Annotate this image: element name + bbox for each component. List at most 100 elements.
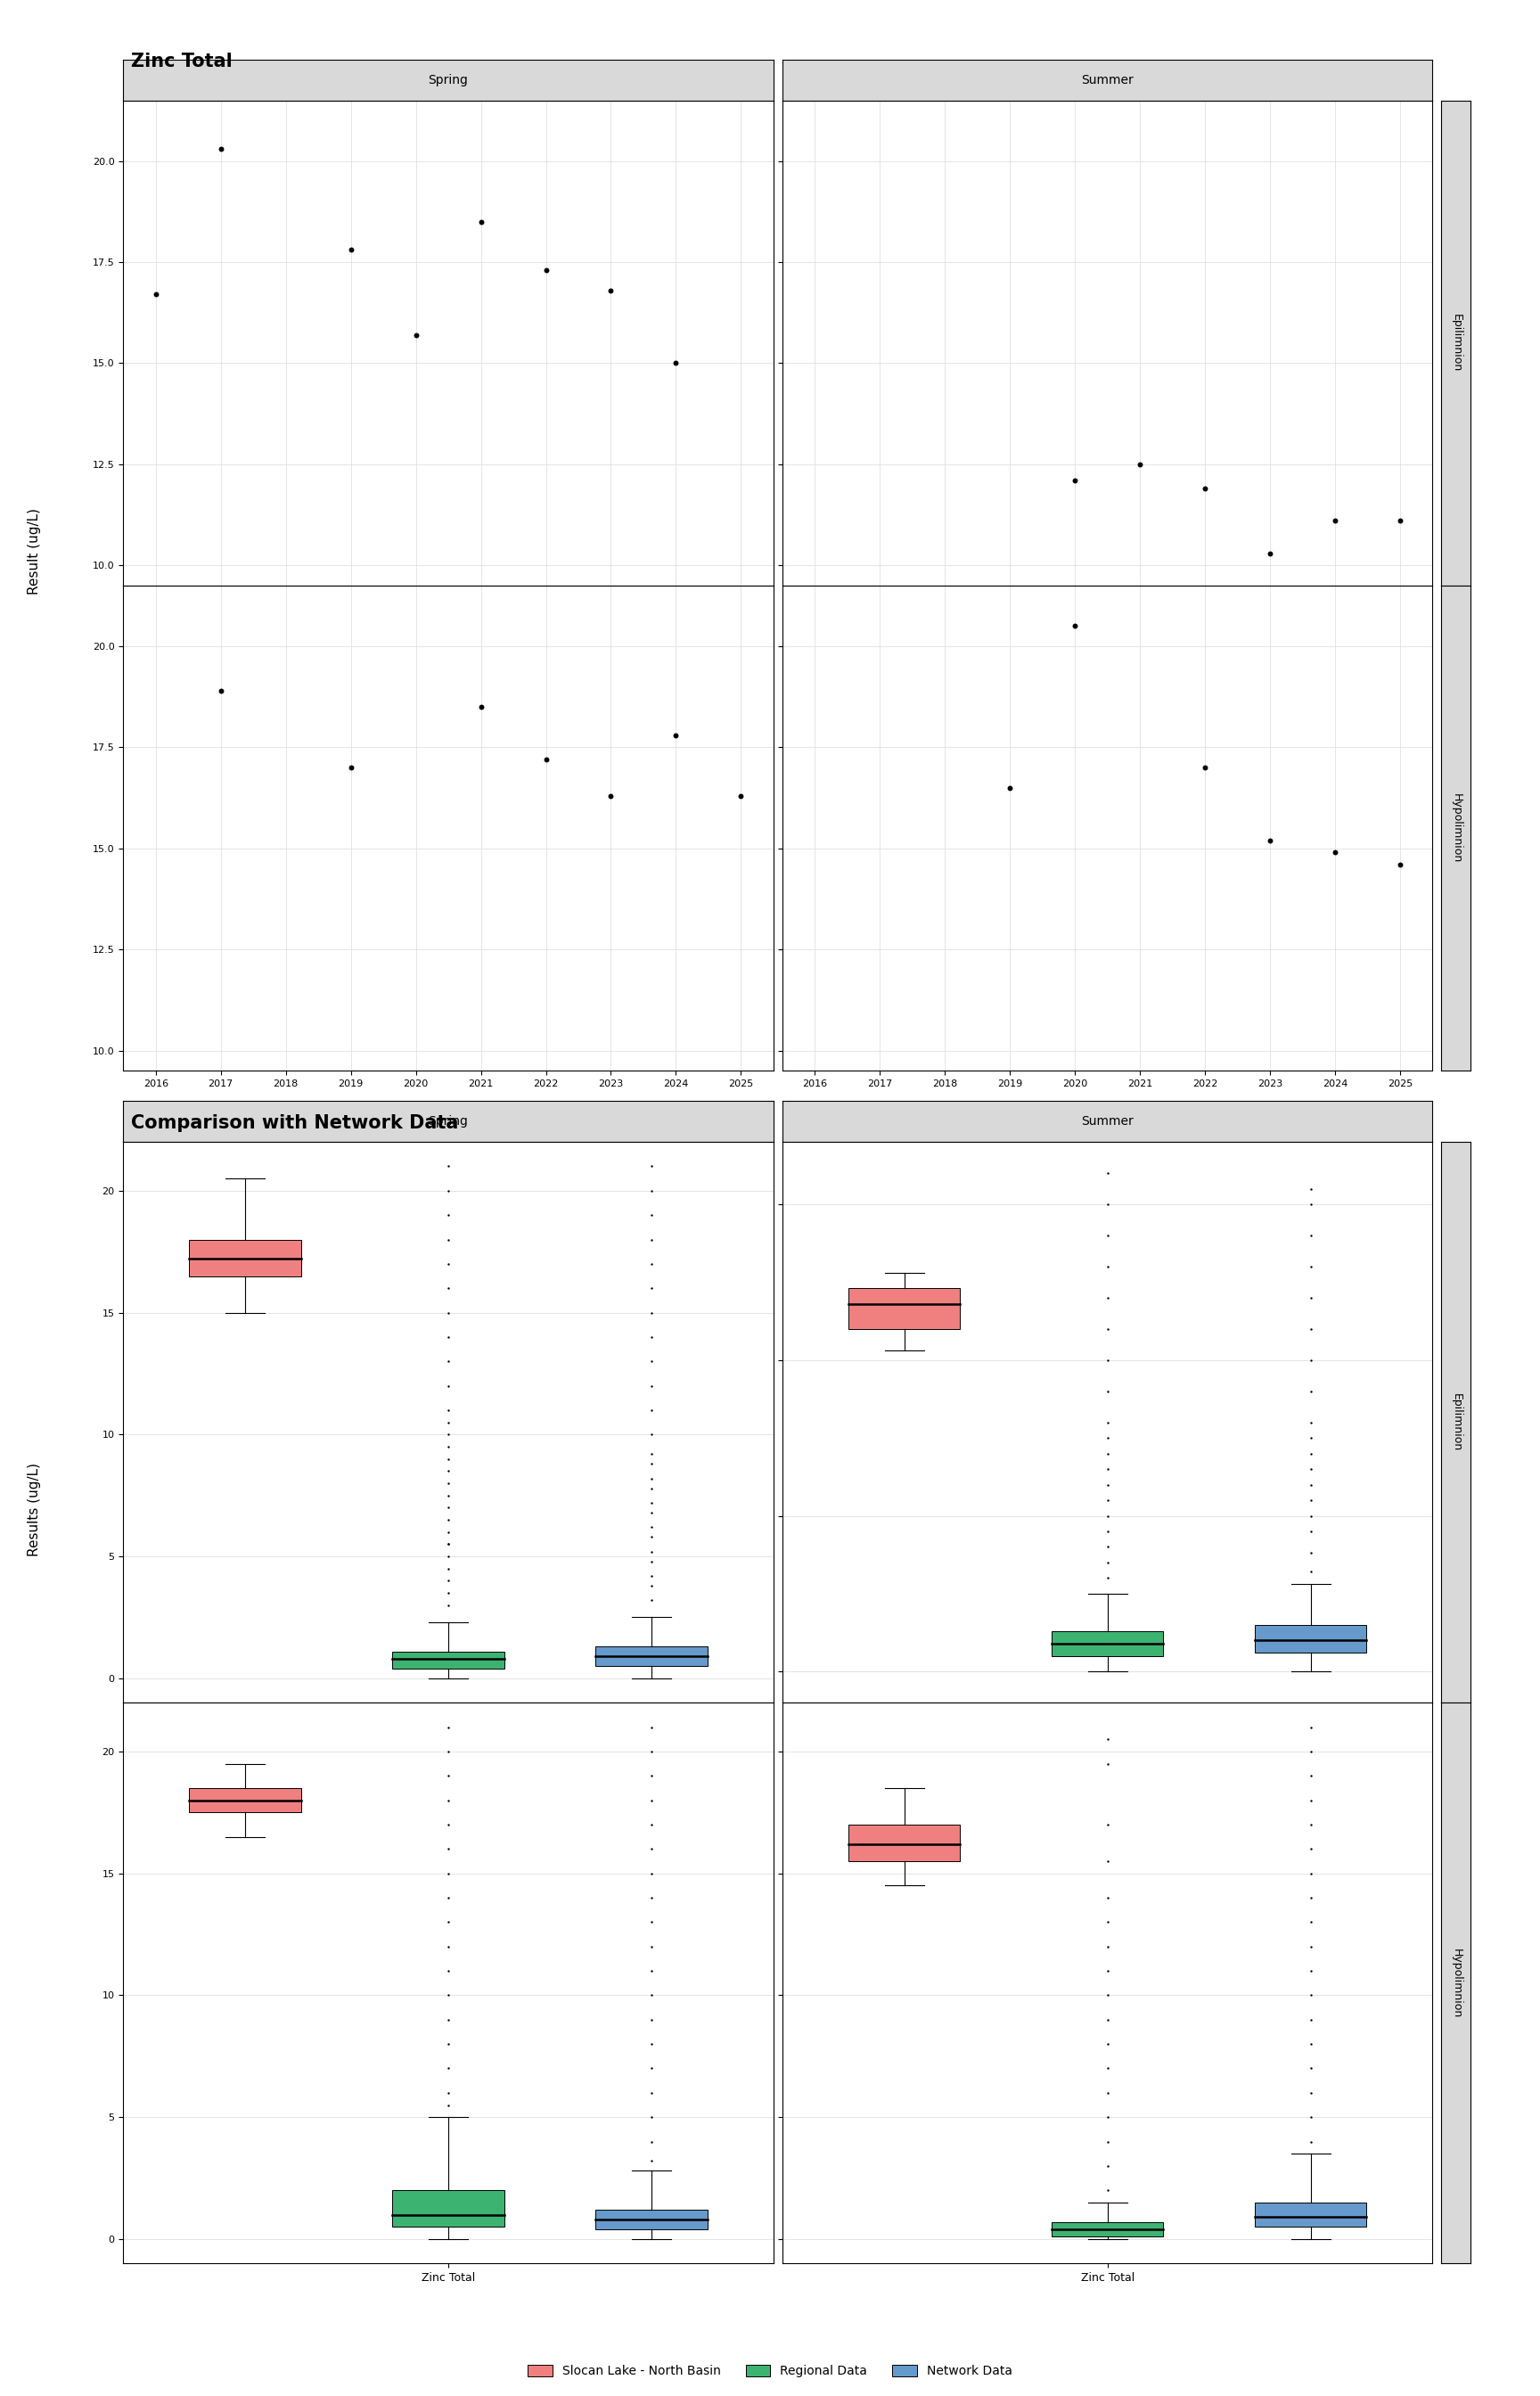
Bar (189, 1787, 300, 1811)
Point (208, 129, 233, 168)
Point (436, 1440, 460, 1478)
Point (436, 1366, 460, 1404)
Point (639, 1543, 664, 1581)
Point (1095, 1279, 1120, 1318)
Point (639, 1196, 664, 1234)
Point (728, 776, 753, 815)
Point (436, 1807, 460, 1845)
Point (1095, 1878, 1120, 1917)
Bar (393, 1651, 504, 1668)
Point (436, 1318, 460, 1356)
Point (1095, 2123, 1120, 2161)
Point (1095, 1373, 1120, 1411)
Bar (1255, 2202, 1366, 2226)
Point (436, 1524, 460, 1562)
Point (1298, 2025, 1323, 2063)
Point (1298, 1553, 1323, 1591)
Point (436, 1342, 460, 1380)
Point (639, 2123, 664, 2161)
Point (1095, 1450, 1120, 1488)
Point (436, 1294, 460, 1332)
Point (639, 1270, 664, 1308)
Point (639, 1469, 664, 1507)
Point (1095, 1311, 1120, 1349)
Point (639, 1416, 664, 1454)
Point (1095, 2171, 1120, 2209)
Point (639, 1445, 664, 1483)
Point (1298, 1217, 1323, 1256)
Point (639, 1220, 664, 1258)
Point (436, 1512, 460, 1550)
Point (639, 1507, 664, 1545)
Point (436, 1732, 460, 1771)
Bar (849, 1826, 959, 1862)
Point (1298, 1878, 1323, 1917)
Point (639, 2073, 664, 2111)
Text: Spring: Spring (428, 1114, 468, 1129)
Point (1388, 501, 1412, 539)
Point (436, 2001, 460, 2039)
Point (403, 316, 428, 355)
Point (639, 1953, 664, 1991)
Text: Summer: Summer (1081, 1114, 1133, 1129)
Point (1095, 1843, 1120, 1881)
Point (1323, 501, 1348, 539)
Point (1298, 1780, 1323, 1819)
Point (639, 1926, 664, 1965)
Point (436, 1464, 460, 1502)
Point (639, 1732, 664, 1771)
Point (436, 2087, 460, 2125)
Point (436, 2049, 460, 2087)
Point (436, 1977, 460, 2015)
Point (1095, 1466, 1120, 1505)
Text: Spring: Spring (428, 74, 468, 86)
Point (1258, 822, 1283, 860)
Point (1063, 606, 1087, 645)
Point (1298, 2049, 1323, 2087)
Text: Hypolimnion: Hypolimnion (1451, 1948, 1461, 2017)
Point (639, 1708, 664, 1747)
Point (1095, 1404, 1120, 1442)
Point (1298, 1512, 1323, 1550)
Point (1095, 1248, 1120, 1287)
Point (436, 1196, 460, 1234)
Point (639, 1831, 664, 1869)
Point (639, 1294, 664, 1332)
Point (1192, 470, 1217, 508)
Point (1298, 1708, 1323, 1747)
Text: Epilimnion: Epilimnion (1451, 314, 1461, 371)
Point (1298, 1342, 1323, 1380)
Point (639, 1318, 664, 1356)
Point (468, 204, 493, 242)
Bar (189, 1239, 300, 1277)
Point (639, 1483, 664, 1521)
Text: Hypolimnion: Hypolimnion (1451, 793, 1461, 863)
Bar (1255, 1624, 1366, 1653)
Point (1298, 2073, 1323, 2111)
Text: Epilimnion: Epilimnion (1451, 1392, 1461, 1452)
Bar (1052, 2221, 1163, 2235)
Point (1298, 2123, 1323, 2161)
Point (1095, 1926, 1120, 1965)
Point (436, 1428, 460, 1466)
Point (1298, 1533, 1323, 1572)
Point (1298, 1831, 1323, 1869)
Point (1127, 446, 1152, 484)
Text: Comparison with Network Data: Comparison with Network Data (131, 1114, 459, 1131)
Point (1298, 1807, 1323, 1845)
Point (639, 1392, 664, 1430)
Point (1298, 1855, 1323, 1893)
Legend: Slocan Lake - North Basin, Regional Data, Network Data: Slocan Lake - North Basin, Regional Data… (522, 2360, 1018, 2382)
Point (639, 2099, 664, 2137)
Point (1063, 460, 1087, 501)
Bar (596, 1646, 707, 1665)
Point (436, 2025, 460, 2063)
Point (1095, 2025, 1120, 2063)
Point (436, 1708, 460, 1747)
Point (639, 1977, 664, 2015)
Point (436, 1831, 460, 1869)
Point (639, 1557, 664, 1596)
Point (1298, 1169, 1323, 1208)
Point (436, 1524, 460, 1562)
Point (1298, 1450, 1323, 1488)
